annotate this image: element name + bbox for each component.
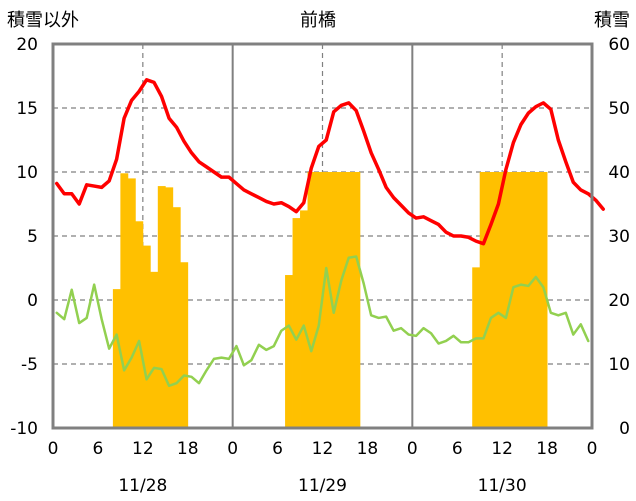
right-tick-label: 10 [608,355,630,375]
snow-bar [322,172,331,428]
snow-bar [532,172,540,428]
left-tick-label: 15 [16,99,38,119]
hour-tick-label: 18 [177,439,199,459]
chart-title: 前橋 [300,10,336,31]
left-tick-label: -10 [10,419,38,439]
right-tick-label: 60 [608,35,630,55]
right-tick-label: 20 [608,291,630,311]
hour-tick-label: 6 [452,439,463,459]
hour-tick-label: 18 [357,439,379,459]
line-series [54,78,605,388]
right-tick-label: 50 [608,99,630,119]
red-series-line [54,78,605,246]
right-tick-label: 0 [619,419,630,439]
snow-bar [494,172,503,428]
snow-depth-bars [112,172,548,428]
snow-bar [524,172,533,428]
snow-bar [292,218,301,428]
left-tick-label: 0 [27,291,38,311]
snow-bar [180,262,189,428]
snow-bar [352,172,361,428]
left-tick-label: 20 [16,35,38,55]
hour-tick-label: 12 [491,439,513,459]
hour-tick-label: 0 [587,439,598,459]
snow-bar [172,207,181,428]
hour-tick-label: 0 [407,439,418,459]
snow-bar [112,289,121,428]
snow-bar [150,271,159,428]
snow-bar [135,221,144,428]
green-series-line [55,255,590,388]
snow-bar [142,245,151,428]
hour-tick-label: 12 [312,439,334,459]
snow-bar [517,172,526,428]
snow-bar [539,172,548,428]
snow-bar [157,186,166,428]
hour-tick-label: 0 [227,439,238,459]
left-tick-label: 10 [16,163,38,183]
left-axis-title: 積雪以外 [7,10,79,31]
snow-bar [285,275,293,428]
left-tick-label: -5 [21,355,38,375]
snow-bar [120,173,129,428]
snow-bar [502,172,511,428]
snow-bar [479,172,488,428]
snow-bar [487,172,496,428]
date-label: 11/29 [298,476,347,496]
snow-bar [127,178,136,428]
hour-tick-label: 0 [48,439,59,459]
snow-bar [165,187,174,428]
snow-bar [329,172,338,428]
snow-bar [315,172,323,428]
snow-bar [344,172,353,428]
snow-bar [307,172,316,428]
hour-tick-label: 12 [132,439,154,459]
hour-tick-label: 6 [93,439,104,459]
date-label: 11/30 [478,476,527,496]
date-label: 11/28 [118,476,167,496]
right-axis-title: 積雪 [594,10,630,31]
left-tick-label: 5 [27,227,38,247]
hour-tick-label: 18 [536,439,558,459]
hour-tick-label: 6 [272,439,283,459]
snow-bar [337,172,346,428]
snow-bar [509,172,518,428]
right-tick-label: 40 [608,163,630,183]
snow-bar [300,210,308,428]
snow-bar [472,267,481,428]
right-tick-label: 30 [608,227,630,247]
plot-frame [51,42,594,430]
